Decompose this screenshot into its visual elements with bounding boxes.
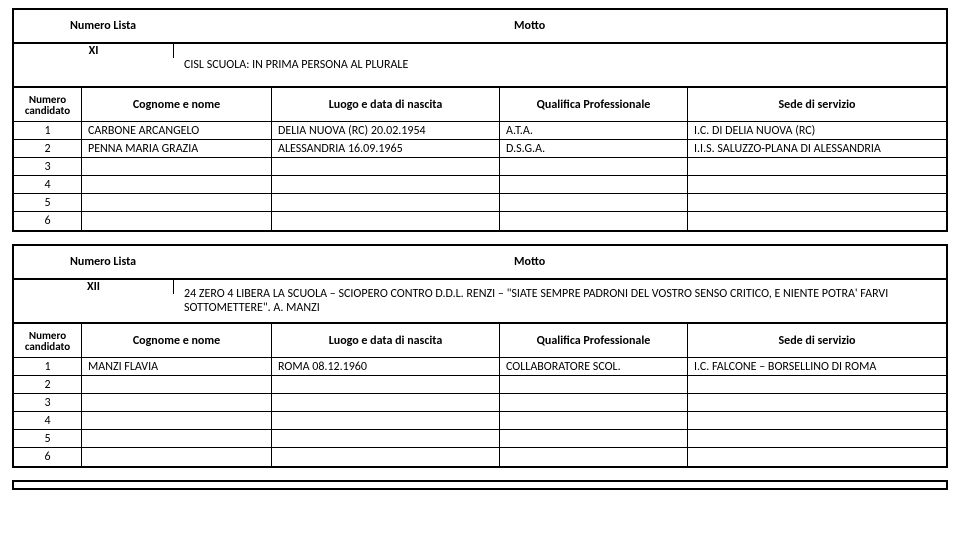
candidate-row: 2 — [14, 376, 946, 394]
col-sede: Sede di servizio — [688, 88, 946, 121]
cell-luogo: DELIA NUOVA (RC) 20.02.1954 — [272, 122, 500, 139]
cell-sede — [688, 412, 946, 429]
candidate-row: 5 — [14, 430, 946, 448]
cell-qualifica — [500, 194, 688, 211]
list-number: XI — [14, 44, 174, 58]
cell-num: 3 — [14, 394, 82, 411]
cell-luogo: ALESSANDRIA 16.09.1965 — [272, 140, 500, 157]
col-qualifica: Qualifica Professionale — [500, 88, 688, 121]
cell-luogo — [272, 394, 500, 411]
cell-num: 4 — [14, 412, 82, 429]
cell-qualifica: COLLABORATORE SCOL. — [500, 358, 688, 375]
cell-luogo: ROMA 08.12.1960 — [272, 358, 500, 375]
col-numero-candidato: Numerocandidato — [14, 88, 82, 121]
cell-luogo — [272, 176, 500, 193]
cell-qualifica — [500, 430, 688, 447]
list-motto-text: CISL SCUOLA: IN PRIMA PERSONA AL PLURALE — [174, 52, 946, 78]
candidate-row: 1MANZI FLAVIAROMA 08.12.1960COLLABORATOR… — [14, 358, 946, 376]
cell-name — [82, 430, 272, 447]
cell-name — [82, 394, 272, 411]
cell-qualifica — [500, 448, 688, 466]
cell-qualifica: A.T.A. — [500, 122, 688, 139]
list-block: Numero ListaMottoXICISL SCUOLA: IN PRIMA… — [12, 8, 948, 232]
cell-sede: I.C. FALCONE – BORSELLINO DI ROMA — [688, 358, 946, 375]
cell-luogo — [272, 376, 500, 393]
col-sede: Sede di servizio — [688, 324, 946, 357]
col-cognome-nome: Cognome e nome — [82, 88, 272, 121]
trailing-bar — [12, 480, 948, 490]
cell-luogo — [272, 412, 500, 429]
numero-lista-label: Numero Lista — [14, 255, 274, 269]
candidate-row: 5 — [14, 194, 946, 212]
col-qualifica: Qualifica Professionale — [500, 324, 688, 357]
col-cognome-nome: Cognome e nome — [82, 324, 272, 357]
list-detail-row: XICISL SCUOLA: IN PRIMA PERSONA AL PLURA… — [14, 44, 946, 88]
cell-sede — [688, 448, 946, 466]
cell-qualifica — [500, 212, 688, 230]
cell-num: 6 — [14, 212, 82, 230]
list-header-row: Numero ListaMotto — [14, 246, 946, 280]
cell-num: 1 — [14, 358, 82, 375]
cell-num: 6 — [14, 448, 82, 466]
list-header-row: Numero ListaMotto — [14, 10, 946, 44]
cell-num: 5 — [14, 194, 82, 211]
cell-name — [82, 212, 272, 230]
cell-sede: I.C. DI DELIA NUOVA (RC) — [688, 122, 946, 139]
list-detail-row: XII24 ZERO 4 LIBERA LA SCUOLA – SCIOPERO… — [14, 280, 946, 324]
cell-num: 2 — [14, 376, 82, 393]
cell-luogo — [272, 448, 500, 466]
candidate-row: 6 — [14, 448, 946, 466]
cell-name — [82, 376, 272, 393]
list-block: Numero ListaMottoXII24 ZERO 4 LIBERA LA … — [12, 244, 948, 468]
cell-qualifica — [500, 412, 688, 429]
candidate-column-header: NumerocandidatoCognome e nomeLuogo e dat… — [14, 88, 946, 122]
cell-sede — [688, 430, 946, 447]
candidate-row: 1CARBONE ARCANGELODELIA NUOVA (RC) 20.02… — [14, 122, 946, 140]
cell-name: PENNA MARIA GRAZIA — [82, 140, 272, 157]
cell-qualifica — [500, 158, 688, 175]
cell-num: 1 — [14, 122, 82, 139]
candidate-row: 3 — [14, 394, 946, 412]
motto-label: Motto — [274, 19, 545, 33]
candidate-column-header: NumerocandidatoCognome e nomeLuogo e dat… — [14, 324, 946, 358]
cell-sede — [688, 176, 946, 193]
cell-luogo — [272, 212, 500, 230]
cell-sede — [688, 376, 946, 393]
cell-name — [82, 158, 272, 175]
candidate-row: 4 — [14, 412, 946, 430]
cell-qualifica — [500, 394, 688, 411]
cell-luogo — [272, 194, 500, 211]
candidate-row: 4 — [14, 176, 946, 194]
cell-luogo — [272, 158, 500, 175]
cell-sede — [688, 212, 946, 230]
cell-num: 3 — [14, 158, 82, 175]
col-luogo-data: Luogo e data di nascita — [272, 324, 500, 357]
cell-sede — [688, 394, 946, 411]
cell-name: MANZI FLAVIA — [82, 358, 272, 375]
list-motto-text: 24 ZERO 4 LIBERA LA SCUOLA – SCIOPERO CO… — [174, 281, 946, 321]
list-number: XII — [14, 280, 174, 294]
motto-label: Motto — [274, 255, 545, 269]
cell-sede: I.I.S. SALUZZO-PLANA DI ALESSANDRIA — [688, 140, 946, 157]
candidate-row: 3 — [14, 158, 946, 176]
cell-name — [82, 412, 272, 429]
cell-luogo — [272, 430, 500, 447]
numero-lista-label: Numero Lista — [14, 19, 274, 33]
cell-qualifica: D.S.G.A. — [500, 140, 688, 157]
col-luogo-data: Luogo e data di nascita — [272, 88, 500, 121]
cell-qualifica — [500, 176, 688, 193]
cell-num: 4 — [14, 176, 82, 193]
cell-name — [82, 176, 272, 193]
col-numero-candidato: Numerocandidato — [14, 324, 82, 357]
cell-name — [82, 194, 272, 211]
cell-num: 2 — [14, 140, 82, 157]
cell-sede — [688, 194, 946, 211]
candidate-row: 2PENNA MARIA GRAZIAALESSANDRIA 16.09.196… — [14, 140, 946, 158]
candidate-row: 6 — [14, 212, 946, 230]
cell-name — [82, 448, 272, 466]
cell-qualifica — [500, 376, 688, 393]
cell-num: 5 — [14, 430, 82, 447]
cell-sede — [688, 158, 946, 175]
cell-name: CARBONE ARCANGELO — [82, 122, 272, 139]
